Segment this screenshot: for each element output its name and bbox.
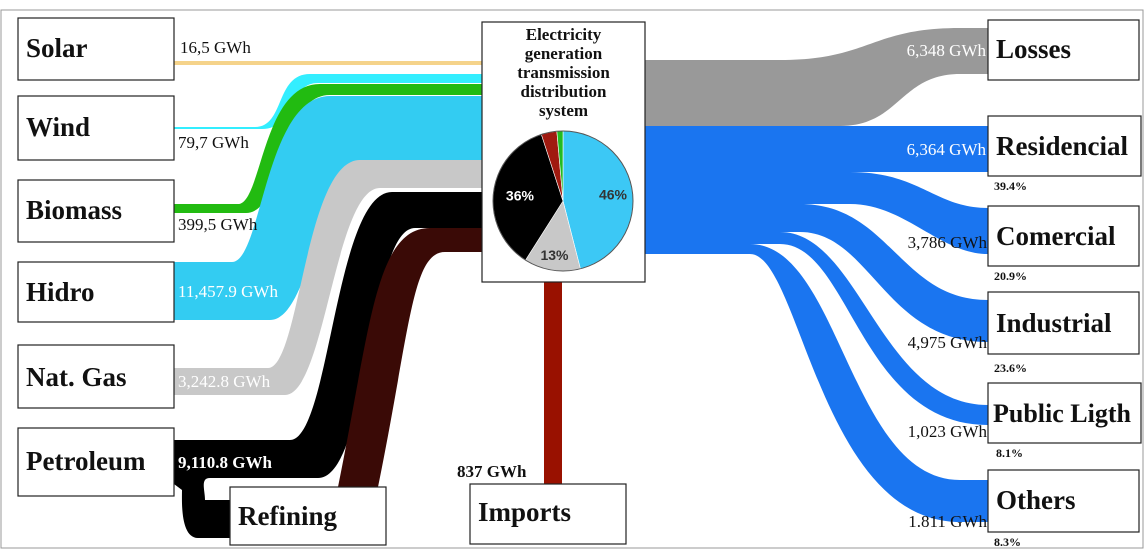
diagram-frame	[0, 9, 1144, 549]
node-biomass-label: Biomass	[26, 195, 122, 225]
generation-pie-chart: 46% 13% 36%	[492, 130, 634, 272]
node-solar: Solar	[17, 17, 175, 81]
value-industrial: 4,975 GWh	[908, 333, 988, 352]
node-others-label: Others	[996, 485, 1075, 515]
node-comercial-label: Comercial	[996, 221, 1116, 251]
node-losses: Losses	[987, 19, 1140, 81]
center-title-line: transmission	[517, 63, 610, 82]
flow-comercial	[645, 172, 988, 254]
node-natgas-label: Nat. Gas	[26, 362, 127, 392]
flow-wind	[174, 74, 482, 129]
node-public: Public Ligth	[987, 382, 1142, 444]
value-residencial: 6,364 GWh	[907, 140, 987, 159]
node-petroleum-label: Petroleum	[26, 446, 146, 476]
flow-refining	[338, 228, 482, 487]
value-wind: 79,7 GWh	[178, 133, 249, 152]
node-hidro-label: Hidro	[26, 277, 95, 307]
node-others: Others	[987, 469, 1140, 533]
flows	[174, 28, 988, 538]
flow-hidro	[174, 96, 482, 320]
node-public-label: Public Ligth	[993, 399, 1132, 428]
value-natgas: 3,242.8 GWh	[178, 372, 271, 391]
flow-residencial	[645, 126, 988, 172]
node-residencial-label: Residencial	[996, 131, 1128, 161]
node-biomass: Biomass	[17, 179, 175, 243]
flow-petroleum	[174, 192, 482, 538]
value-public: 1,023 GWh	[908, 422, 988, 441]
flow-losses	[645, 28, 988, 126]
node-natgas: Nat. Gas	[17, 344, 175, 409]
node-losses-label: Losses	[996, 34, 1071, 64]
flow-natgas	[174, 160, 482, 395]
node-refining: Refining	[229, 486, 387, 546]
node-industrial: Industrial	[987, 291, 1140, 355]
pct-comercial: 20.9%	[994, 269, 1027, 283]
node-solar-label: Solar	[26, 33, 88, 63]
value-imports: 837 GWh	[457, 462, 527, 481]
percent-labels: 39.4% 20.9% 23.6% 8.1% 8.3%	[994, 179, 1027, 549]
node-wind-label: Wind	[26, 112, 90, 142]
center-title-line: system	[539, 101, 588, 120]
value-losses: 6,348 GWh	[907, 41, 987, 60]
node-wind: Wind	[17, 95, 175, 161]
flow-others	[645, 244, 988, 522]
output-nodes: Losses Residencial Comercial Industrial …	[987, 19, 1142, 533]
value-solar: 16,5 GWh	[180, 38, 251, 57]
value-petroleum: 9,110.8 GWh	[178, 453, 273, 472]
flow-industrial	[645, 204, 988, 342]
value-biomass: 399,5 GWh	[178, 215, 258, 234]
flow-value-labels: 16,5 GWh 79,7 GWh 399,5 GWh 11,457.9 GWh…	[178, 38, 987, 531]
value-hidro: 11,457.9 GWh	[178, 282, 278, 301]
node-refining-label: Refining	[238, 501, 338, 531]
pie-outline	[492, 130, 634, 272]
node-residencial: Residencial	[987, 115, 1142, 177]
pie-slice-label: 36%	[506, 188, 535, 204]
pct-others: 8.3%	[994, 535, 1021, 549]
center-title-line: generation	[525, 44, 603, 63]
value-comercial: 3,786 GWh	[908, 233, 988, 252]
pie-slice-label: 13%	[540, 247, 569, 263]
node-industrial-label: Industrial	[996, 308, 1112, 338]
center-node: Electricity generation transmission dist…	[481, 21, 646, 283]
node-hidro: Hidro	[17, 261, 175, 323]
node-comercial: Comercial	[987, 205, 1140, 267]
center-title: Electricity generation transmission dist…	[517, 25, 610, 120]
node-imports: Imports	[469, 483, 627, 545]
center-title-line: Electricity	[526, 25, 602, 44]
flow-imports	[544, 282, 562, 484]
node-imports-label: Imports	[478, 497, 571, 527]
flow-solar	[174, 61, 482, 65]
value-others: 1.811 GWh	[908, 512, 987, 531]
pie-slice-label: 46%	[599, 187, 628, 203]
flow-public	[645, 232, 988, 425]
pct-residencial: 39.4%	[994, 179, 1027, 193]
center-title-line: distribution	[521, 82, 608, 101]
pct-public: 8.1%	[996, 446, 1023, 460]
source-nodes: Solar Wind Biomass Hidro Nat. Gas Petrol…	[17, 17, 627, 546]
pct-industrial: 23.6%	[994, 361, 1027, 375]
node-petroleum: Petroleum	[17, 427, 175, 497]
